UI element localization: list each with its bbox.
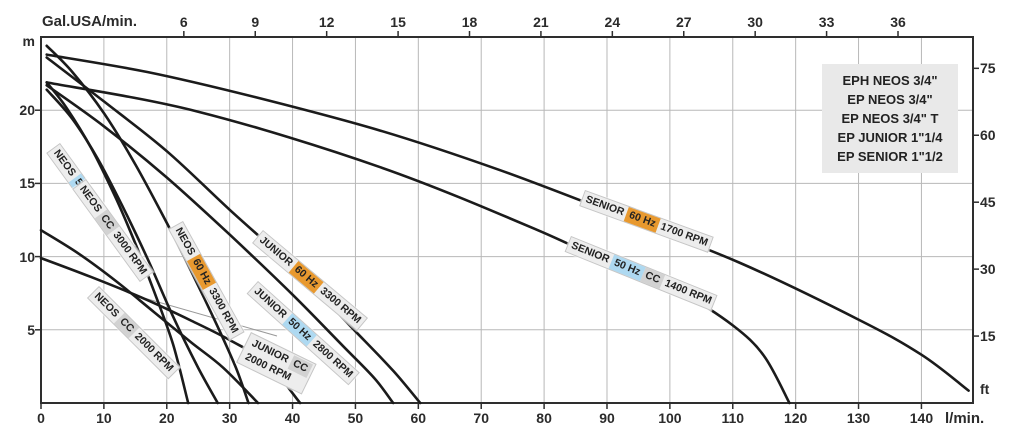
legend-item: EPH NEOS 3/4" (842, 73, 938, 88)
bottom-tick-label: 130 (846, 410, 871, 426)
curve-neos-cc-2000-rpm (39, 228, 260, 405)
top-tick-label: 18 (461, 14, 478, 30)
right-tick-label: 45 (980, 194, 996, 211)
curve-junior-60hz-3300-rpm (45, 56, 422, 405)
curve-neos-cc-3000-rpm (45, 88, 219, 405)
bottom-tick-label: 10 (96, 410, 112, 426)
bottom-tick-label: 120 (783, 410, 808, 426)
bottom-tick-label: 80 (536, 410, 552, 426)
bottom-tick-label: 60 (410, 410, 427, 426)
left-tick-label: 15 (19, 175, 35, 192)
right-tick-label: 30 (980, 261, 996, 278)
bottom-tick-label: 100 (658, 410, 682, 426)
left-tick-label: 5 (27, 321, 35, 338)
legend-item: EP JUNIOR 1"1/4 (837, 130, 943, 145)
curve-senior-60hz-1700-rpm (45, 53, 970, 392)
top-axis-title: Gal.USA/min. (42, 13, 138, 30)
label-leader-line (136, 295, 278, 337)
bottom-tick-label: 30 (221, 410, 238, 426)
bottom-tick-label: 0 (37, 410, 45, 426)
left-axis-title: m (22, 33, 35, 49)
legend-item: EP SENIOR 1"1/2 (837, 149, 943, 164)
top-tick-label: 30 (747, 14, 763, 30)
top-tick-label: 6 (179, 14, 188, 30)
top-tick-label: 9 (251, 14, 260, 30)
top-tick-label: 36 (890, 14, 906, 30)
right-axis-title: ft (980, 381, 990, 397)
bottom-tick-label: 140 (909, 410, 934, 426)
bottom-axis-title: l/min. (945, 410, 985, 427)
curve-neos-50hz-2800-rpm (45, 81, 190, 405)
top-tick-label: 24 (604, 14, 621, 30)
legend-item: EP NEOS 3/4" (847, 92, 933, 107)
top-tick-label: 27 (675, 14, 692, 30)
legend-item: EP NEOS 3/4" T (841, 111, 939, 126)
bottom-tick-label: 40 (284, 410, 301, 426)
top-tick-label: 21 (533, 14, 549, 30)
right-tick-label: 15 (980, 328, 996, 345)
left-tick-label: 20 (19, 102, 35, 119)
model-legend: EPH NEOS 3/4" EP NEOS 3/4" EP NEOS 3/4" T E… (822, 64, 958, 173)
left-tick-label: 10 (19, 248, 35, 265)
axis-frame (40, 36, 974, 404)
bottom-tick-label: 20 (158, 410, 175, 426)
curve-senior-50hz-cc-1400-rpm (45, 81, 791, 405)
top-tick-label: 33 (818, 14, 835, 30)
bottom-tick-label: 70 (473, 410, 489, 426)
curve-junior-50hz-2800-rpm (45, 84, 395, 405)
bottom-tick-label: 90 (599, 410, 615, 426)
bottom-tick-label: 50 (347, 410, 364, 426)
top-tick-label: 12 (318, 14, 335, 30)
top-tick-label: 15 (390, 14, 406, 30)
right-tick-label: 75 (980, 60, 996, 77)
curve-junior-cc-2000-rpm (39, 256, 302, 405)
right-tick-label: 60 (980, 127, 996, 144)
bottom-tick-label: 110 (721, 410, 745, 426)
